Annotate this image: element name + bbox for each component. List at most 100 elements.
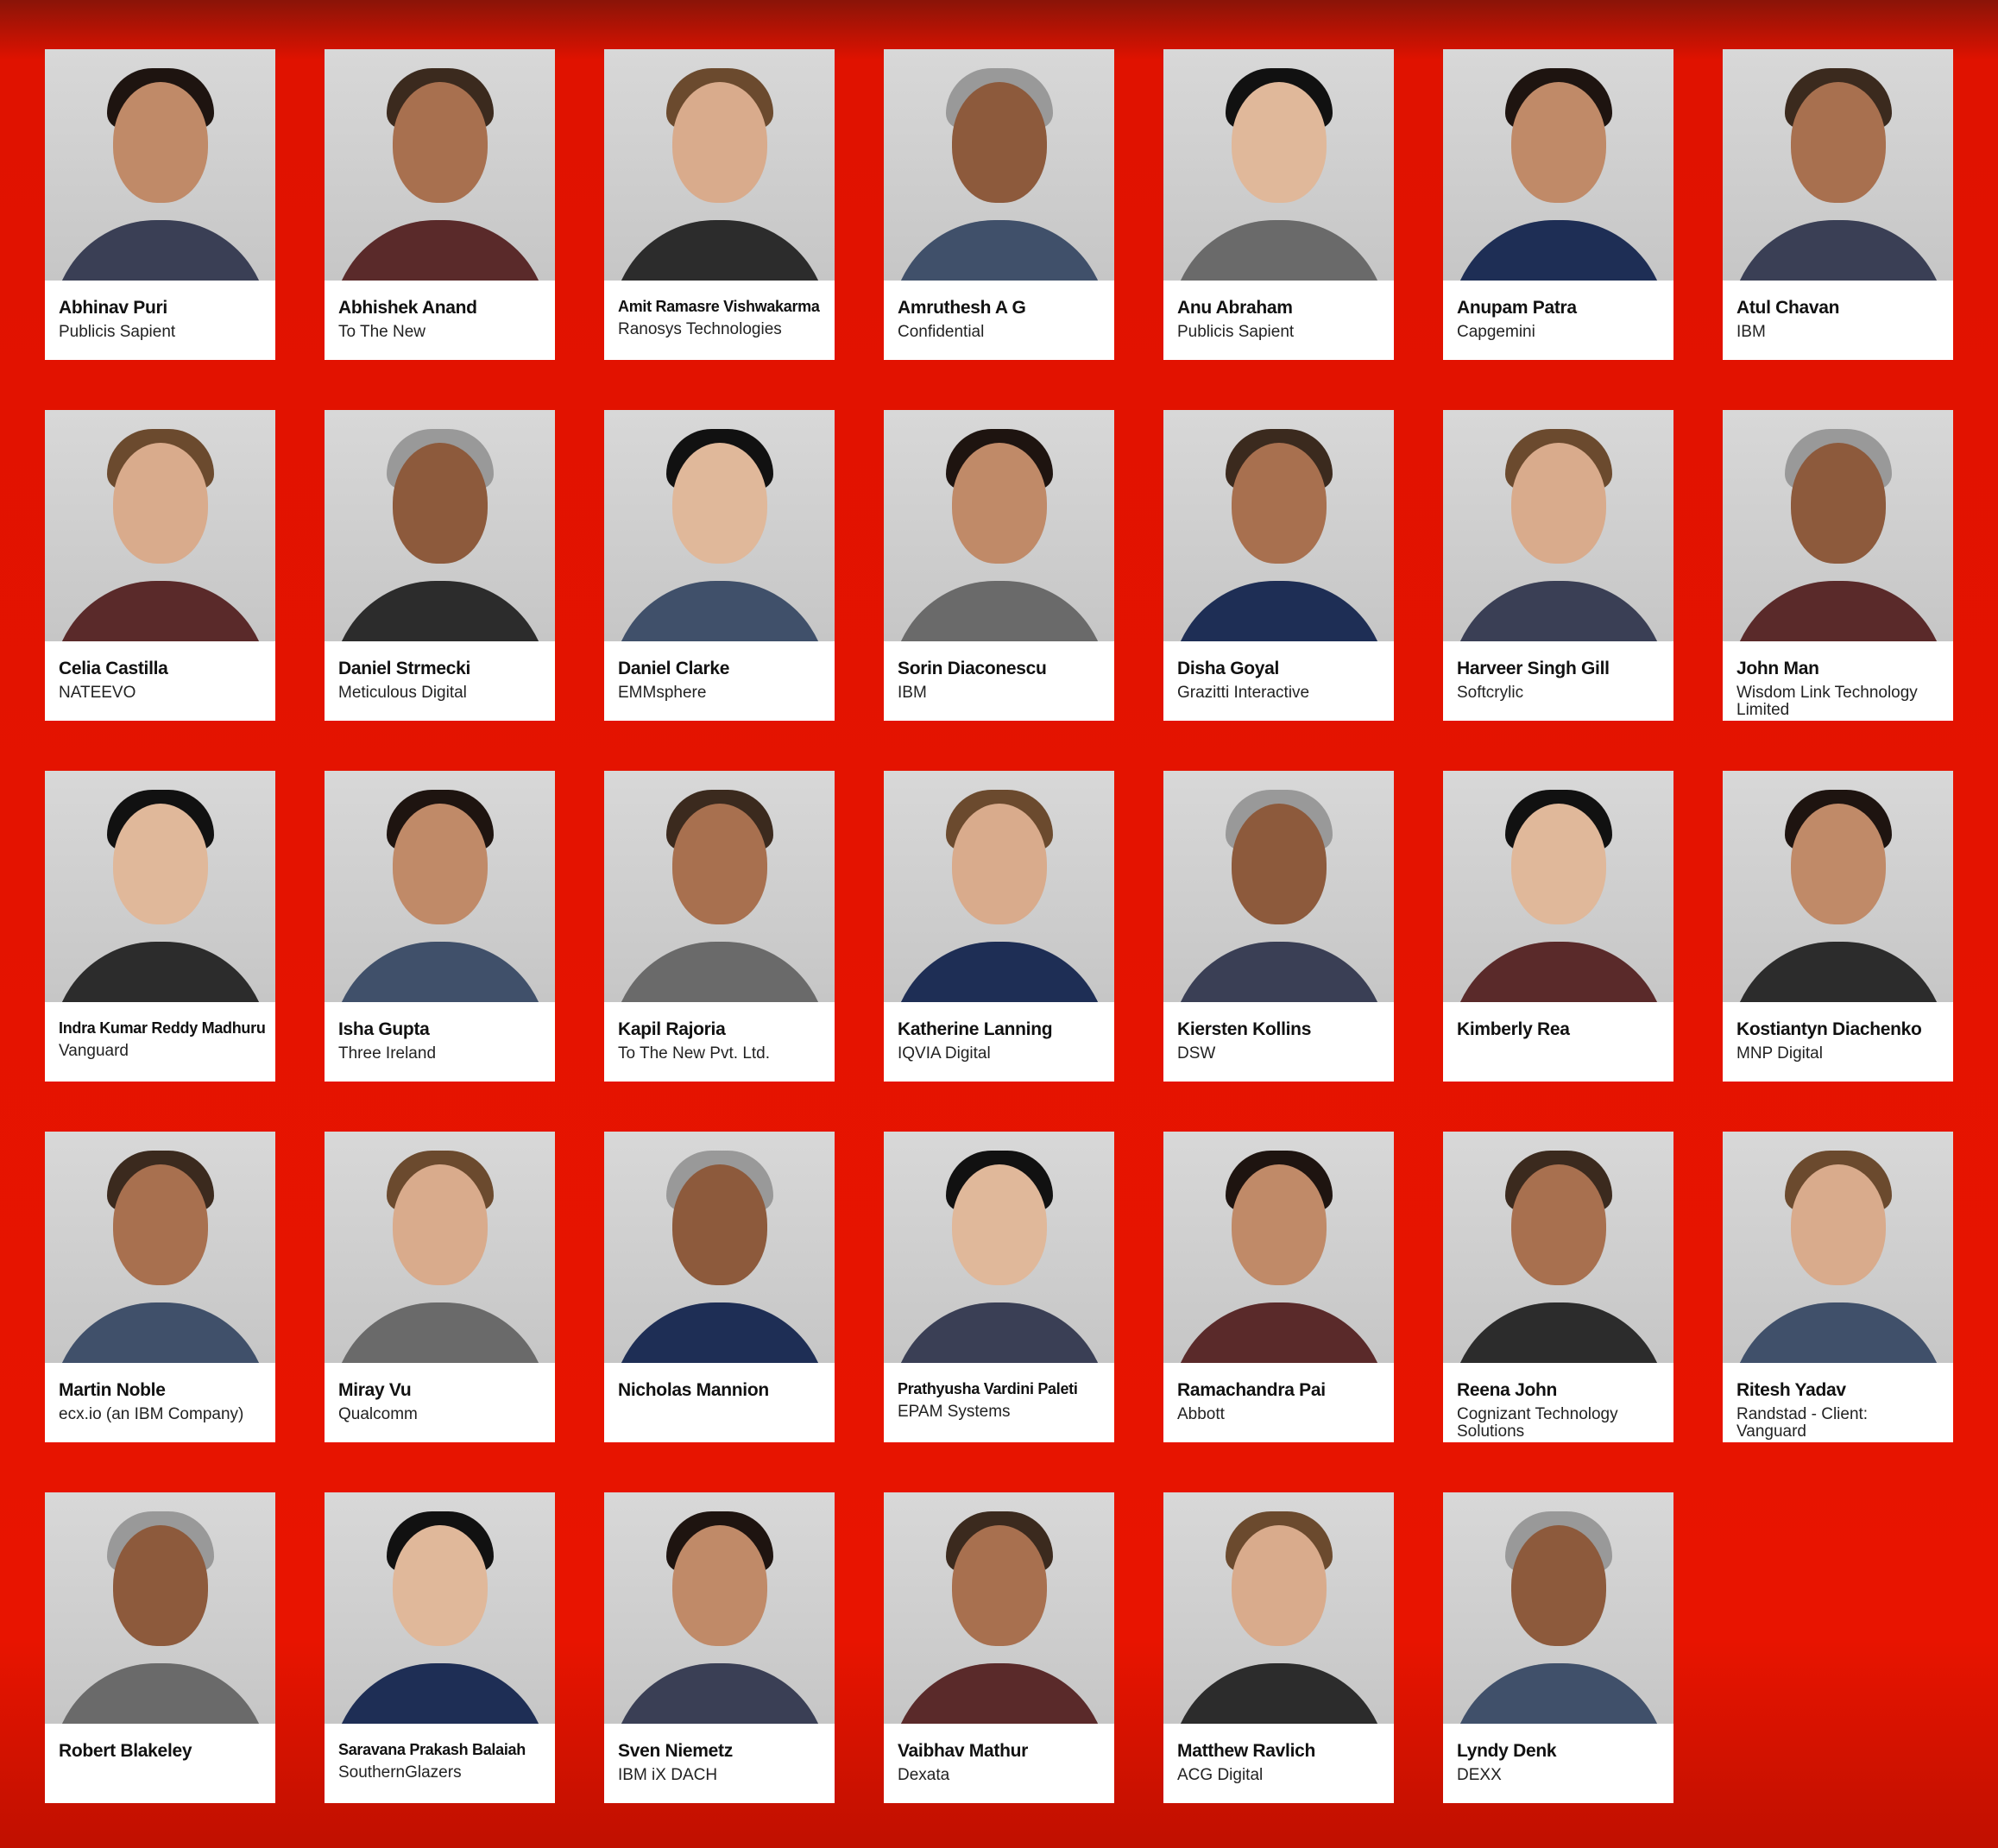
person-photo [1443, 410, 1673, 641]
person-photo [884, 410, 1114, 641]
person-caption: Isha Gupta Three Ireland [325, 1002, 555, 1063]
person-company: EPAM Systems [898, 1403, 1011, 1421]
person-photo [604, 1492, 835, 1724]
person-caption: Katherine Lanning IQVIA Digital [884, 1002, 1114, 1063]
person-name: Kiersten Kollins [1177, 1019, 1312, 1039]
person-photo [1723, 771, 1953, 1002]
person-caption: Saravana Prakash Balaiah SouthernGlazers [325, 1724, 555, 1782]
person-photo [1443, 771, 1673, 1002]
person-card: Amit Ramasre Vishwakarma Ranosys Technol… [604, 49, 835, 360]
person-caption: Nicholas Mannion [604, 1363, 835, 1406]
person-caption: Reena John Cognizant Technology Solution… [1443, 1363, 1673, 1441]
person-card: Sorin Diaconescu IBM [884, 410, 1114, 721]
person-company: Cognizant Technology Solutions [1457, 1405, 1618, 1441]
person-caption: Indra Kumar Reddy Madhuru Vanguard [45, 1002, 275, 1060]
person-photo [45, 1492, 275, 1724]
person-card: Celia Castilla NATEEVO [45, 410, 275, 721]
person-name: Martin Noble [59, 1380, 166, 1400]
person-photo [604, 771, 835, 1002]
person-company: Capgemini [1457, 323, 1535, 341]
person-name: Amit Ramasre Vishwakarma [618, 298, 820, 315]
person-card: Isha Gupta Three Ireland [325, 771, 555, 1082]
person-name: Abhinav Puri [59, 298, 167, 318]
person-caption: Atul Chavan IBM [1723, 281, 1953, 341]
person-caption: Sven Niemetz IBM iX DACH [604, 1724, 835, 1784]
person-caption: Lyndy Denk DEXX [1443, 1724, 1673, 1784]
person-photo [45, 49, 275, 281]
person-card: Anupam Patra Capgemini [1443, 49, 1673, 360]
person-name: Anu Abraham [1177, 298, 1293, 318]
person-company: Ranosys Technologies [618, 320, 782, 338]
person-company: Qualcomm [338, 1405, 418, 1423]
person-caption: Anu Abraham Publicis Sapient [1163, 281, 1394, 341]
person-company: Wisdom Link Technology Limited [1736, 684, 1918, 719]
person-photo [1443, 1492, 1673, 1724]
person-company: To The New [338, 323, 426, 341]
person-name: Sorin Diaconescu [898, 659, 1047, 678]
person-card: Matthew Ravlich ACG Digital [1163, 1492, 1394, 1803]
person-company: Meticulous Digital [338, 684, 467, 702]
person-photo [884, 1492, 1114, 1724]
person-photo [325, 1132, 555, 1363]
person-caption: Daniel Clarke EMMsphere [604, 641, 835, 702]
person-card: Sven Niemetz IBM iX DACH [604, 1492, 835, 1803]
person-card: Miray Vu Qualcomm [325, 1132, 555, 1442]
person-name: Nicholas Mannion [618, 1380, 769, 1400]
person-caption: Matthew Ravlich ACG Digital [1163, 1724, 1394, 1784]
person-card: Daniel Strmecki Meticulous Digital [325, 410, 555, 721]
person-card: Nicholas Mannion [604, 1132, 835, 1442]
person-photo [604, 49, 835, 281]
person-photo [45, 1132, 275, 1363]
person-photo [884, 1132, 1114, 1363]
person-name: Saravana Prakash Balaiah [338, 1741, 526, 1758]
person-caption: Harveer Singh Gill Softcrylic [1443, 641, 1673, 702]
person-photo [1723, 49, 1953, 281]
person-name: Disha Goyal [1177, 659, 1280, 678]
person-name: Reena John [1457, 1380, 1558, 1400]
person-name: Amruthesh A G [898, 298, 1026, 318]
person-name: Kostiantyn Diachenko [1736, 1019, 1922, 1039]
person-photo [1443, 49, 1673, 281]
person-card: Amruthesh A G Confidential [884, 49, 1114, 360]
person-name: Kimberly Rea [1457, 1019, 1570, 1039]
person-company: Randstad - Client: Vanguard [1736, 1405, 1869, 1441]
person-company: ecx.io (an IBM Company) [59, 1405, 244, 1423]
person-name: John Man [1736, 659, 1819, 678]
person-card: Abhishek Anand To The New [325, 49, 555, 360]
person-photo [1723, 1132, 1953, 1363]
person-caption: Kimberly Rea [1443, 1002, 1673, 1045]
person-company: Publicis Sapient [1177, 323, 1295, 341]
person-name: Harveer Singh Gill [1457, 659, 1610, 678]
person-card: Anu Abraham Publicis Sapient [1163, 49, 1394, 360]
person-photo [325, 1492, 555, 1724]
person-company: DEXX [1457, 1766, 1502, 1784]
person-photo [325, 410, 555, 641]
person-photo [1163, 1492, 1394, 1724]
person-photo [1163, 1132, 1394, 1363]
person-caption: John Man Wisdom Link Technology Limited [1723, 641, 1953, 719]
person-name: Miray Vu [338, 1380, 412, 1400]
person-photo [884, 771, 1114, 1002]
person-photo [1163, 49, 1394, 281]
person-photo [1163, 410, 1394, 641]
person-photo [45, 771, 275, 1002]
person-card: Atul Chavan IBM [1723, 49, 1953, 360]
person-card: Martin Noble ecx.io (an IBM Company) [45, 1132, 275, 1442]
person-name: Daniel Strmecki [338, 659, 471, 678]
person-company: NATEEVO [59, 684, 136, 702]
person-caption: Miray Vu Qualcomm [325, 1363, 555, 1423]
person-photo [45, 410, 275, 641]
person-name: Ritesh Yadav [1736, 1380, 1846, 1400]
person-name: Matthew Ravlich [1177, 1741, 1316, 1761]
person-company: Publicis Sapient [59, 323, 176, 341]
person-name: Ramachandra Pai [1177, 1380, 1326, 1400]
person-name: Robert Blakeley [59, 1741, 192, 1761]
person-caption: Ramachandra Pai Abbott [1163, 1363, 1394, 1423]
person-card: Lyndy Denk DEXX [1443, 1492, 1673, 1803]
person-name: Lyndy Denk [1457, 1741, 1557, 1761]
person-photo [325, 771, 555, 1002]
person-company: ACG Digital [1177, 1766, 1264, 1784]
person-photo [1443, 1132, 1673, 1363]
person-card: Katherine Lanning IQVIA Digital [884, 771, 1114, 1082]
person-card: Robert Blakeley [45, 1492, 275, 1803]
